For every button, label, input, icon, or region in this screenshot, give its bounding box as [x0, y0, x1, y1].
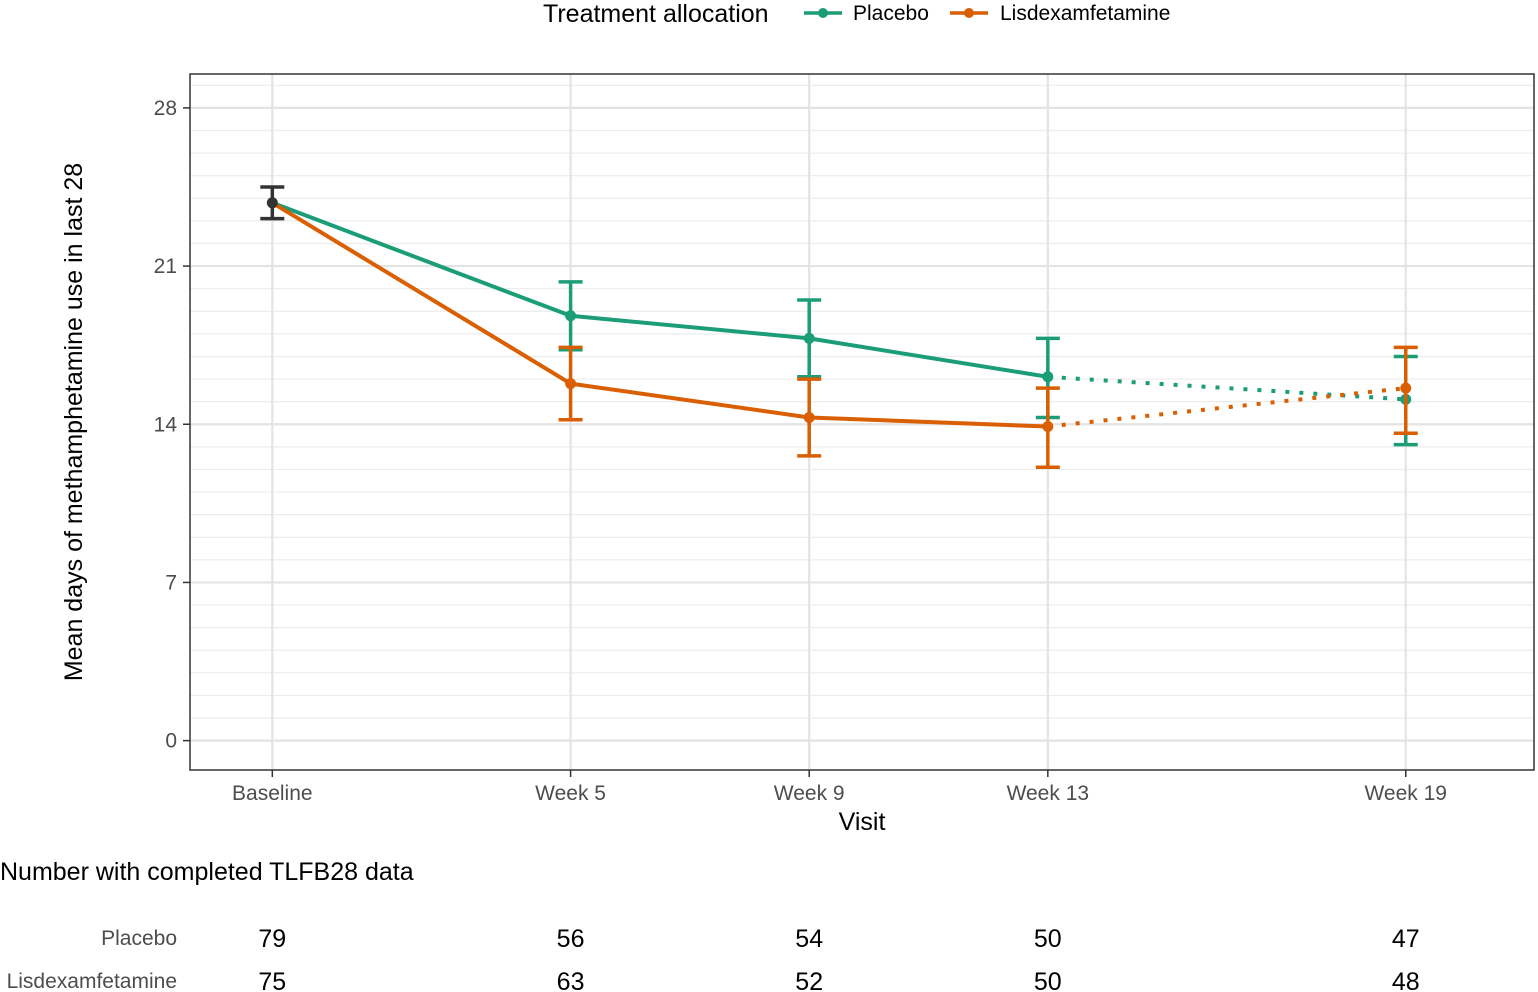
- table-cell: 56: [557, 925, 585, 953]
- y-tick-label: 0: [165, 730, 177, 753]
- table-cell: 79: [258, 925, 286, 953]
- legend-key-placebo-dot: [818, 8, 828, 18]
- grid-lines: [190, 74, 1534, 770]
- panel-border: [189, 73, 1535, 771]
- table-title: Number with completed TLFB28 data: [0, 858, 414, 886]
- chart-marks: [260, 185, 1418, 469]
- lisdexamfetamine-line-solid: [271, 201, 1048, 429]
- x-tick-label: Week 19: [1364, 782, 1447, 805]
- x-axis-title: Visit: [839, 808, 886, 836]
- legend-label-lisdexamfetamine: Lisdexamfetamine: [1000, 2, 1170, 25]
- placebo-point: [803, 332, 815, 344]
- legend-key-lisdexamfetamine-dot: [964, 8, 974, 18]
- table-cell: 54: [795, 925, 823, 953]
- table-row-label: Placebo: [101, 927, 177, 950]
- y-tick-label: 21: [154, 255, 177, 278]
- y-tick-label: 7: [165, 571, 177, 594]
- y-axis-title: Mean days of methamphetamine use in last…: [60, 163, 88, 681]
- lisdexamfetamine-point: [1400, 382, 1412, 394]
- table-cell: 63: [557, 968, 585, 992]
- table-row-label: Lisdexamfetamine: [7, 970, 177, 992]
- x-tick-label: Week 13: [1007, 782, 1090, 805]
- table-cell: 48: [1392, 968, 1420, 992]
- table-cell: 52: [795, 968, 823, 992]
- table-cell: 50: [1034, 925, 1062, 953]
- legend-label-placebo: Placebo: [853, 2, 929, 25]
- x-tick-label: Week 5: [535, 782, 606, 805]
- legend-title: Treatment allocation: [543, 0, 769, 28]
- axes: 0 7 14 21 28 Baseline Week 5 Week 9 Week 13 Week …: [154, 97, 1447, 805]
- placebo-line-solid: [271, 200, 1049, 379]
- lisdexamfetamine-line-dotted: [1047, 386, 1406, 429]
- legend: Treatment allocation Placebo Lisdexamfet…: [543, 0, 1170, 28]
- x-tick-label: Baseline: [232, 782, 313, 805]
- baseline-point: [266, 197, 278, 209]
- y-tick-label: 14: [154, 413, 178, 436]
- lisdexamfetamine-point: [803, 411, 815, 423]
- placebo-point: [1042, 371, 1054, 383]
- x-tick-label: Week 9: [774, 782, 845, 805]
- placebo-point: [565, 310, 577, 322]
- lisdexamfetamine-point: [565, 378, 577, 390]
- table-cell: 47: [1392, 925, 1420, 953]
- table-cell: 75: [258, 968, 286, 992]
- y-tick-label: 28: [154, 97, 177, 120]
- placebo-line-dotted: [1047, 374, 1406, 402]
- table-cell: 50: [1034, 968, 1062, 992]
- counts-table: Placebo 79 56 54 50 47 Lisdexamfetamine 75 63 52 5…: [7, 925, 1420, 992]
- lisdexamfetamine-point: [1042, 421, 1054, 433]
